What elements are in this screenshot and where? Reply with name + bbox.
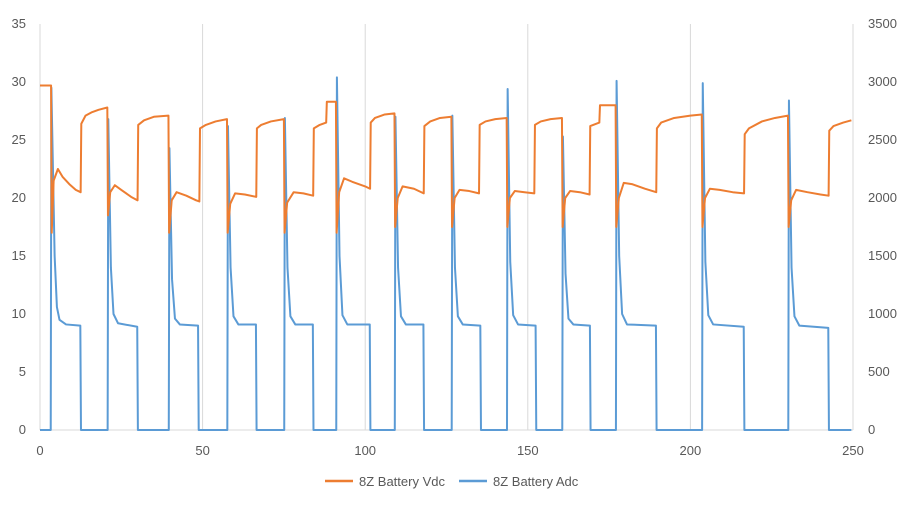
series-line-1 — [40, 76, 852, 431]
right-tick-label-1: 500 — [868, 364, 890, 379]
series-line-0 — [40, 84, 852, 234]
legend-label-0: 8Z Battery Vdc — [359, 474, 445, 489]
right-tick-label-4: 2000 — [868, 190, 897, 205]
x-tick-label-2: 100 — [354, 443, 376, 458]
x-tick-label-1: 50 — [195, 443, 209, 458]
left-tick-label-4: 20 — [12, 190, 26, 205]
left-tick-label-7: 35 — [12, 16, 26, 31]
left-tick-label-1: 5 — [19, 364, 26, 379]
left-tick-label-0: 0 — [19, 422, 26, 437]
right-axis-ticks: 0 500 1000 1500 2000 2500 3000 3500 — [868, 16, 897, 437]
right-tick-label-7: 3500 — [868, 16, 897, 31]
right-tick-label-5: 2500 — [868, 132, 897, 147]
series-layer — [40, 76, 852, 431]
right-tick-label-2: 1000 — [868, 306, 897, 321]
legend: 8Z Battery Vdc 8Z Battery Adc — [325, 474, 579, 489]
x-axis-ticks: 0 50 100 150 200 250 — [36, 443, 863, 458]
left-tick-label-5: 25 — [12, 132, 26, 147]
right-tick-label-0: 0 — [868, 422, 875, 437]
x-tick-label-5: 250 — [842, 443, 864, 458]
left-axis-ticks: 0 5 10 15 20 25 30 35 — [12, 16, 26, 437]
grid-lines — [202, 24, 854, 430]
legend-label-1: 8Z Battery Adc — [493, 474, 579, 489]
axes — [39, 24, 854, 431]
x-tick-label-0: 0 — [36, 443, 43, 458]
x-tick-label-3: 150 — [517, 443, 539, 458]
left-tick-label-2: 10 — [12, 306, 26, 321]
right-tick-label-6: 3000 — [868, 74, 897, 89]
x-tick-label-4: 200 — [680, 443, 702, 458]
left-tick-label-6: 30 — [12, 74, 26, 89]
right-tick-label-3: 1500 — [868, 248, 897, 263]
left-tick-label-3: 15 — [12, 248, 26, 263]
